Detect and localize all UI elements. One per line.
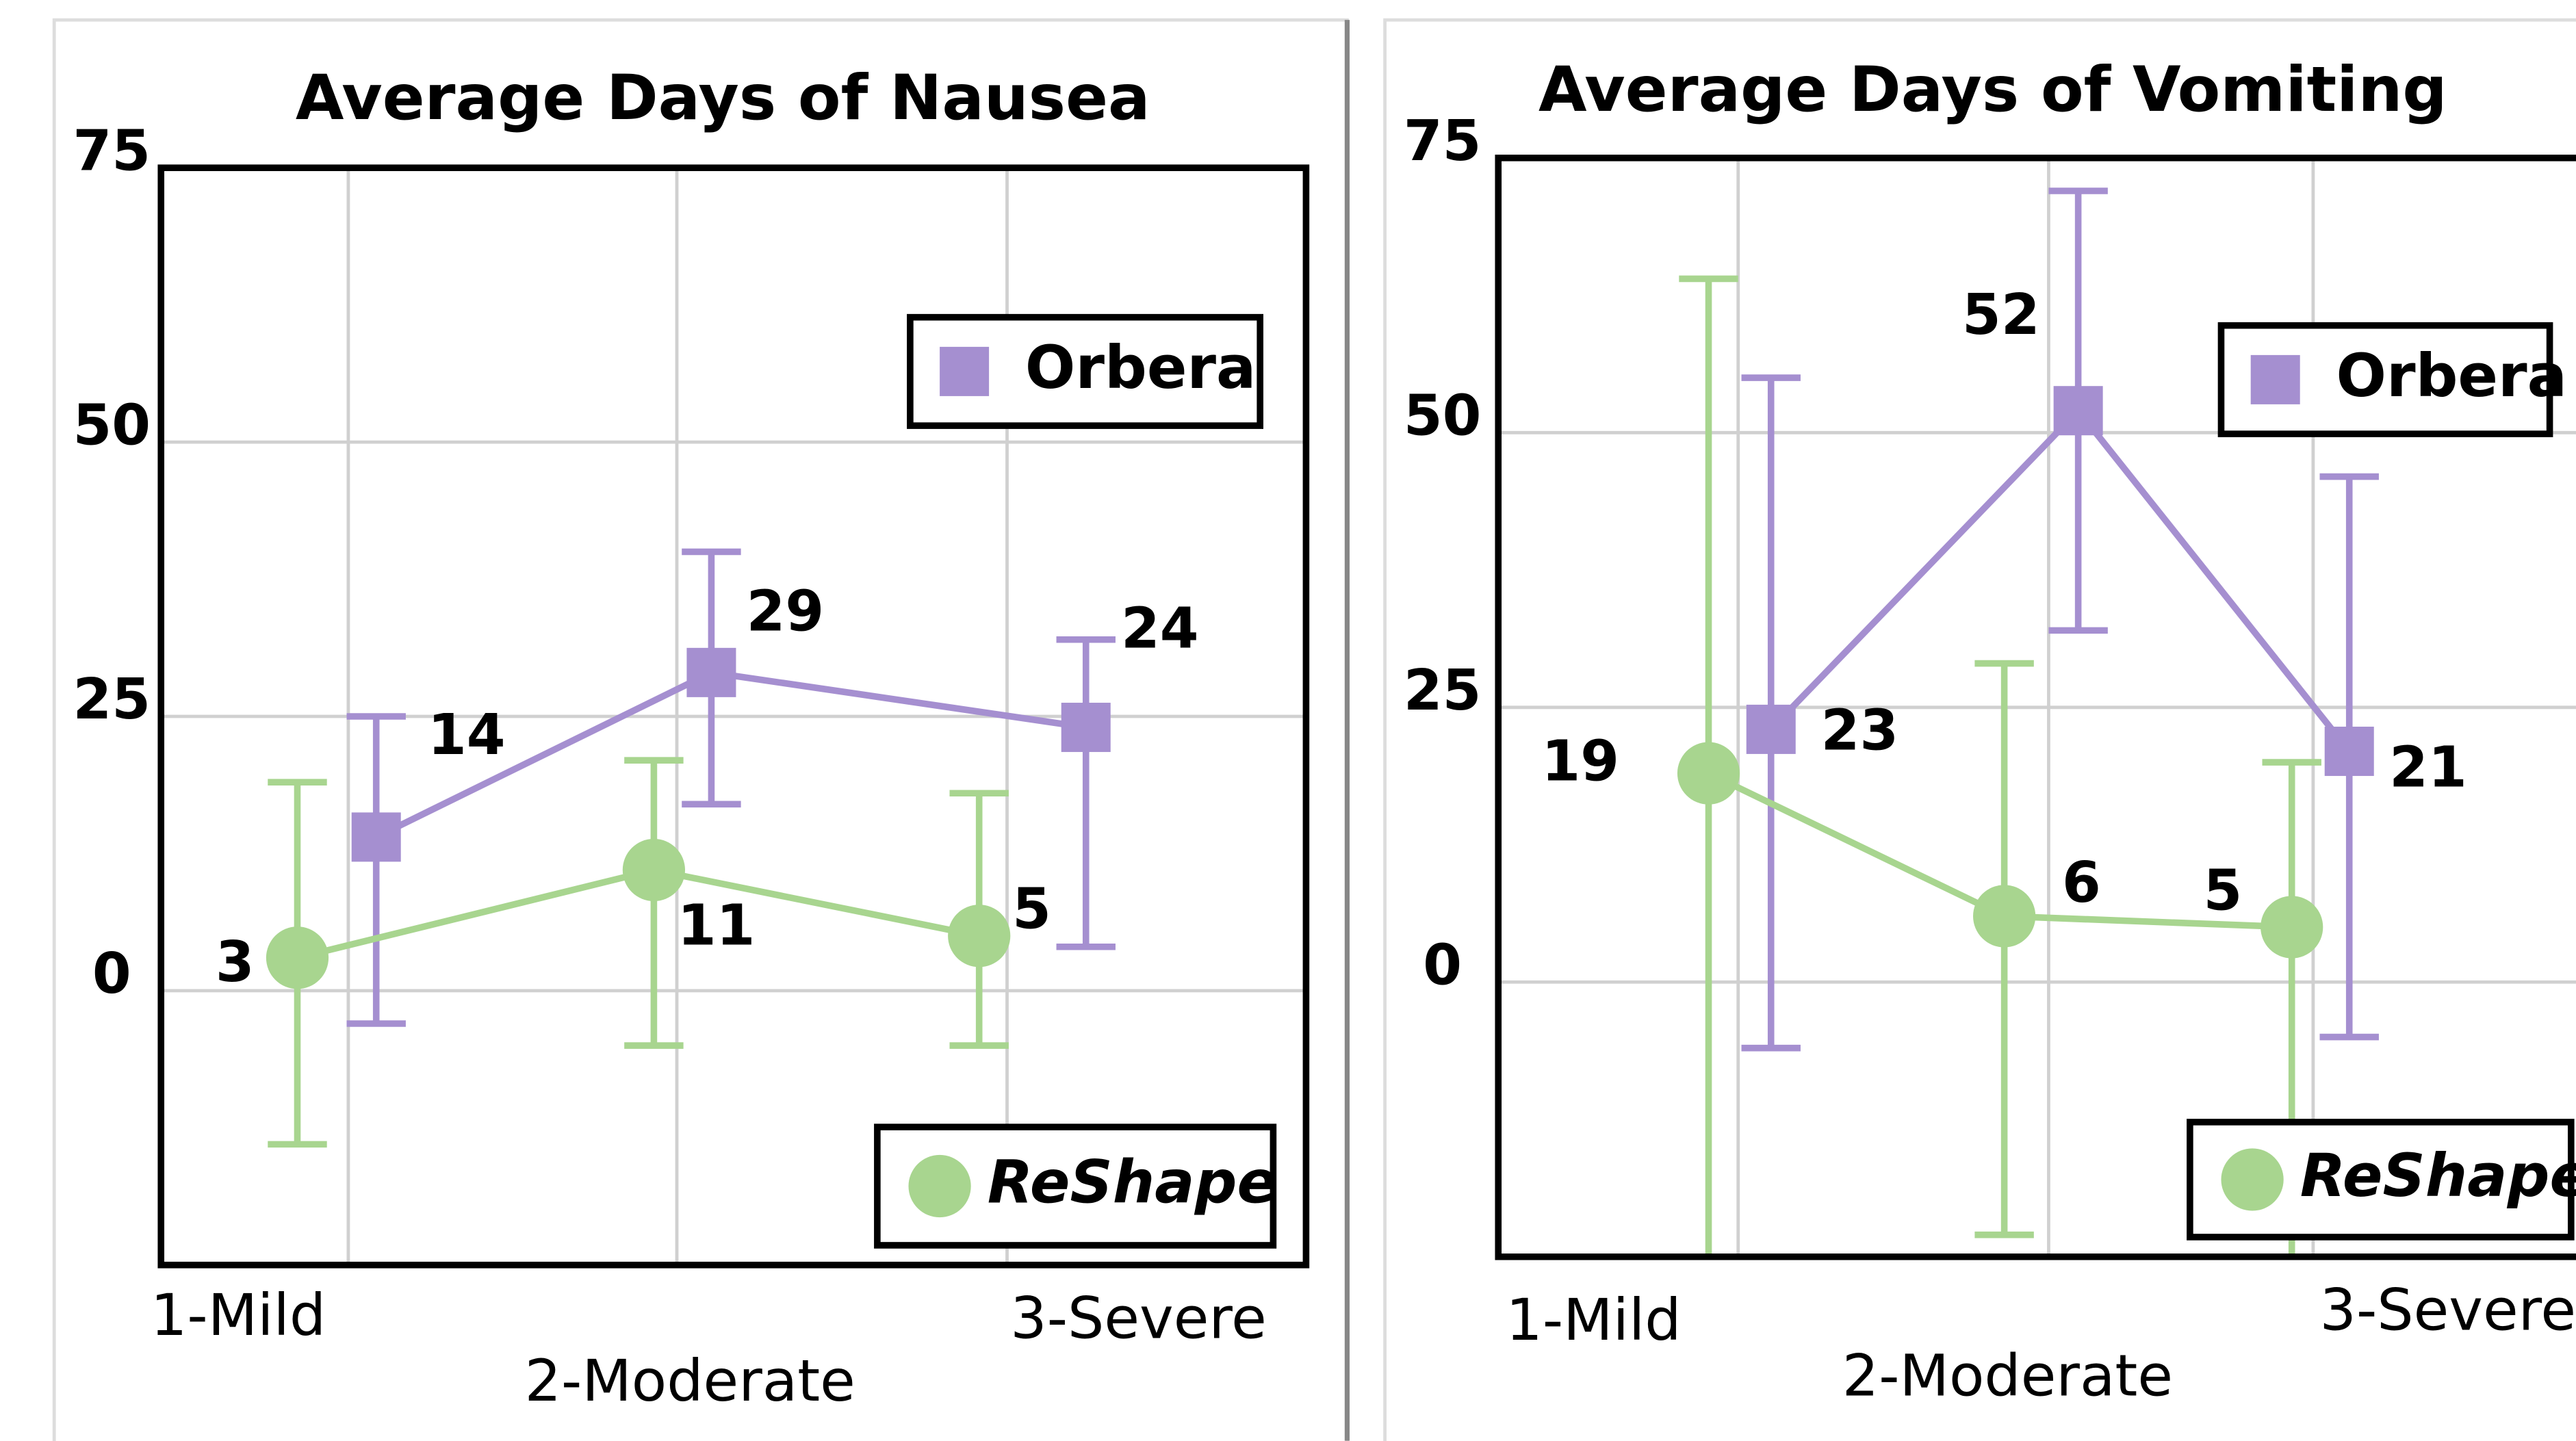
x-tick-label: 1-Mild — [1506, 1286, 1681, 1353]
panel — [1383, 18, 2576, 1441]
y-tick-label: 75 — [73, 118, 151, 183]
error-bar — [1974, 660, 2034, 1238]
data-label: 3 — [216, 930, 255, 995]
data-label: 5 — [1012, 877, 1051, 942]
error-bar — [624, 757, 684, 1049]
data-label: 6 — [2062, 851, 2101, 916]
marker — [948, 905, 1011, 968]
marker — [266, 926, 329, 989]
error-bar — [346, 713, 406, 1027]
y-tick-label: 75 — [1404, 109, 1482, 174]
x-tick-label: 3-Severe — [1010, 1285, 1267, 1352]
data-label: 11 — [678, 893, 756, 958]
marker — [2053, 386, 2103, 436]
error-bar — [1056, 636, 1116, 950]
data-label: 29 — [747, 579, 825, 644]
legend-marker — [940, 346, 990, 396]
marker — [1677, 742, 1740, 805]
legend-marker — [2221, 1148, 2284, 1211]
data-label: 23 — [1821, 699, 1899, 764]
x-tick-label: 3-Severe — [2320, 1277, 2576, 1344]
data-label: 21 — [2389, 735, 2467, 800]
marker — [622, 838, 686, 902]
data-label: 19 — [1542, 729, 1620, 794]
data-label: 14 — [428, 703, 506, 768]
legend-label: Orbera — [2336, 342, 2567, 411]
chart-title: Average Days of Nausea — [296, 61, 1150, 134]
marker — [1746, 704, 1796, 754]
marker — [1973, 885, 2036, 948]
legend-label: ReShape — [988, 1148, 1277, 1217]
marker — [351, 812, 401, 862]
legend-label: Orbera — [1025, 334, 1256, 402]
x-tick-label: 1-Mild — [151, 1282, 326, 1349]
marker — [2261, 896, 2323, 959]
legend-marker — [908, 1154, 971, 1218]
plot-frame — [1495, 155, 2576, 1260]
y-tick-label: 25 — [1404, 658, 1482, 723]
data-label: 52 — [1962, 283, 2040, 348]
y-tick-label: 50 — [73, 393, 151, 458]
y-tick-label: 0 — [92, 942, 131, 1007]
plot-frame — [157, 164, 1310, 1269]
data-label: 5 — [2203, 858, 2242, 923]
x-tick-label: 2-Moderate — [525, 1347, 855, 1414]
legend-label: ReShape — [2300, 1142, 2576, 1210]
legend-marker — [2250, 354, 2300, 404]
marker — [2324, 727, 2374, 777]
marker — [686, 647, 736, 697]
x-tick-label: 2-Moderate — [1842, 1342, 2173, 1410]
y-tick-label: 0 — [1423, 933, 1462, 998]
data-label: 24 — [1121, 596, 1199, 661]
marker — [1061, 703, 1111, 753]
y-tick-label: 25 — [73, 667, 151, 732]
chart-title: Average Days of Vomiting — [1538, 53, 2447, 126]
y-tick-label: 50 — [1404, 384, 1482, 449]
